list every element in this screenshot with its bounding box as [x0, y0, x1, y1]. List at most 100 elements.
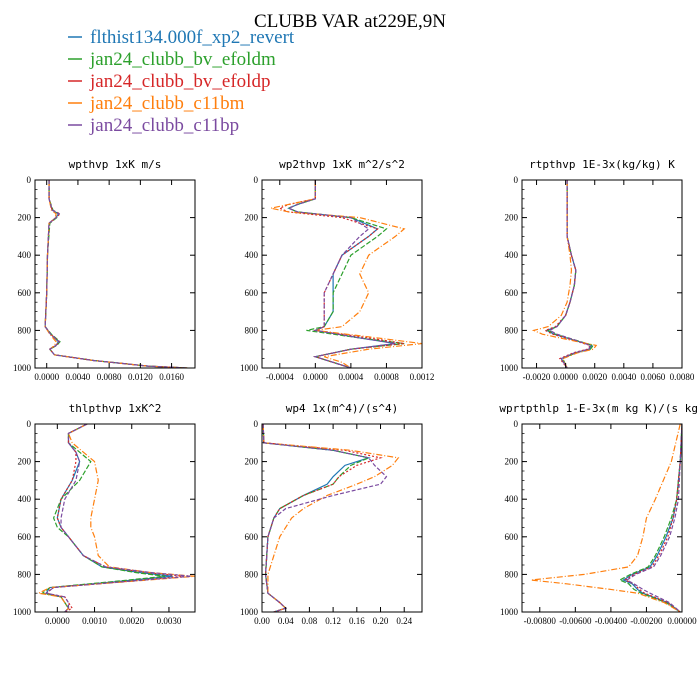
- y-tick-label: 400: [245, 250, 259, 260]
- y-tick-label: 200: [505, 213, 519, 223]
- plot-frame: [521, 423, 683, 613]
- series-line-3: [278, 180, 405, 368]
- x-tick-label: 0.0000: [553, 372, 578, 382]
- series-line-2: [44, 180, 188, 368]
- panel-title: thlpthvp 1xK^2: [69, 402, 162, 415]
- x-tick-label: 0.0030: [157, 616, 182, 626]
- series-line-4: [262, 424, 400, 612]
- y-tick-label: 200: [18, 213, 32, 223]
- x-tick-label: 0.0020: [582, 372, 607, 382]
- legend-label-2: jan24_clubb_bv_efoldm: [89, 49, 276, 70]
- series-line-3: [44, 180, 188, 368]
- panel-4: thlpthvp 1xK^2 0 200 400 600 800 1000 0.0000 0.0…: [13, 402, 196, 626]
- x-tick-label: 0.0012: [410, 372, 435, 382]
- series-line-3: [44, 424, 184, 612]
- y-tick-label: 400: [18, 250, 32, 260]
- series-line-5: [625, 424, 682, 612]
- legend-label-4: jan24_clubb_c11bm: [89, 93, 245, 114]
- series-line-3: [623, 424, 682, 612]
- y-tick-label: 0: [254, 419, 259, 429]
- panel-title: wpthvp 1xK m/s: [69, 158, 162, 171]
- y-tick-label: 1000: [500, 363, 519, 373]
- x-tick-label: 0.0120: [128, 372, 153, 382]
- legend: flthist134.000f_xp2_revertjan24_clubb_bv…: [68, 27, 295, 136]
- x-tick-label: 0.0020: [119, 616, 144, 626]
- y-tick-label: 800: [18, 325, 32, 335]
- series-line-4: [270, 180, 422, 368]
- y-tick-label: 400: [245, 494, 259, 504]
- x-tick-label: 0.08: [302, 616, 318, 626]
- panel-title: wprtpthlp 1-E-3x(m kg K)/(s kg): [499, 402, 700, 415]
- panel-6: wprtpthlp 1-E-3x(m kg K)/(s kg) 0 200 400 60…: [499, 402, 700, 626]
- x-tick-label: 0.0000: [303, 372, 328, 382]
- y-tick-label: 800: [245, 325, 259, 335]
- legend-label-1: flthist134.000f_xp2_revert: [90, 27, 295, 48]
- figure-title: CLUBB VAR at229E,9N: [254, 11, 446, 32]
- panel-title: wp4 1x(m^4)/(s^4): [286, 402, 399, 415]
- y-tick-label: 1000: [13, 363, 32, 373]
- panel-3: rtpthvp 1E-3x(kg/kg) K 0 200 400 600 800 1000-…: [500, 158, 695, 382]
- y-tick-label: 0: [27, 175, 32, 185]
- series-line-4: [36, 424, 195, 612]
- y-tick-label: 200: [245, 213, 259, 223]
- y-tick-label: 600: [245, 288, 259, 298]
- y-tick-label: 400: [505, 494, 519, 504]
- y-tick-label: 0: [514, 419, 519, 429]
- x-tick-label: 0.0060: [641, 372, 666, 382]
- y-tick-label: 200: [245, 457, 259, 467]
- x-tick-label: 0.00: [254, 616, 270, 626]
- legend-label-5: jan24_clubb_c11bp: [89, 115, 239, 136]
- x-tick-label: 0.20: [373, 616, 389, 626]
- legend-label-3: jan24_clubb_bv_efoldp: [89, 71, 270, 92]
- panel-title: wp2thvp 1xK m^2/s^2: [279, 158, 405, 171]
- y-tick-label: 600: [18, 288, 32, 298]
- series-line-4: [44, 180, 188, 368]
- plot-frame: [34, 423, 196, 613]
- x-tick-label: 0.12: [325, 616, 341, 626]
- y-tick-label: 600: [505, 532, 519, 542]
- y-tick-label: 200: [18, 457, 32, 467]
- x-tick-label: 0.0080: [670, 372, 695, 382]
- x-tick-label: 0.0004: [339, 372, 364, 382]
- x-tick-label: 0.16: [349, 616, 365, 626]
- y-tick-label: 0: [27, 419, 32, 429]
- series-line-1: [45, 424, 173, 612]
- y-tick-label: 1000: [240, 607, 259, 617]
- series-line-4: [530, 424, 681, 612]
- y-tick-label: 1000: [500, 607, 519, 617]
- series-line-5: [44, 424, 192, 612]
- y-tick-label: 0: [254, 175, 259, 185]
- x-tick-label: -0.00800: [524, 616, 557, 626]
- series-line-5: [548, 180, 592, 368]
- x-tick-label: -0.00400: [595, 616, 628, 626]
- x-tick-label: 0.0008: [374, 372, 399, 382]
- y-tick-label: 600: [505, 288, 519, 298]
- series-line-1: [44, 180, 188, 368]
- x-tick-label: 0.0080: [97, 372, 122, 382]
- series-line-5: [44, 180, 188, 368]
- x-tick-label: 0.0000: [45, 616, 70, 626]
- series-line-5: [262, 424, 388, 612]
- x-tick-label: 0.0040: [66, 372, 91, 382]
- y-tick-label: 800: [505, 569, 519, 579]
- y-tick-label: 0: [514, 175, 519, 185]
- panel-title: rtpthvp 1E-3x(kg/kg) K: [529, 158, 675, 171]
- x-tick-label: 0.0010: [82, 616, 107, 626]
- y-tick-label: 800: [18, 569, 32, 579]
- series-line-2: [287, 180, 405, 368]
- series-line-2: [262, 424, 371, 612]
- x-tick-label: -0.00600: [559, 616, 592, 626]
- x-tick-label: 0.0000: [34, 372, 59, 382]
- y-tick-label: 400: [505, 250, 519, 260]
- x-tick-label: -0.00200: [630, 616, 663, 626]
- plot-frame: [34, 179, 196, 369]
- series-line-5: [287, 180, 396, 368]
- x-tick-label: -0.0004: [266, 372, 294, 382]
- x-tick-label: 0.04: [278, 616, 294, 626]
- x-tick-label: 0.0040: [611, 372, 636, 382]
- series-line-1: [622, 424, 682, 612]
- y-tick-label: 600: [18, 532, 32, 542]
